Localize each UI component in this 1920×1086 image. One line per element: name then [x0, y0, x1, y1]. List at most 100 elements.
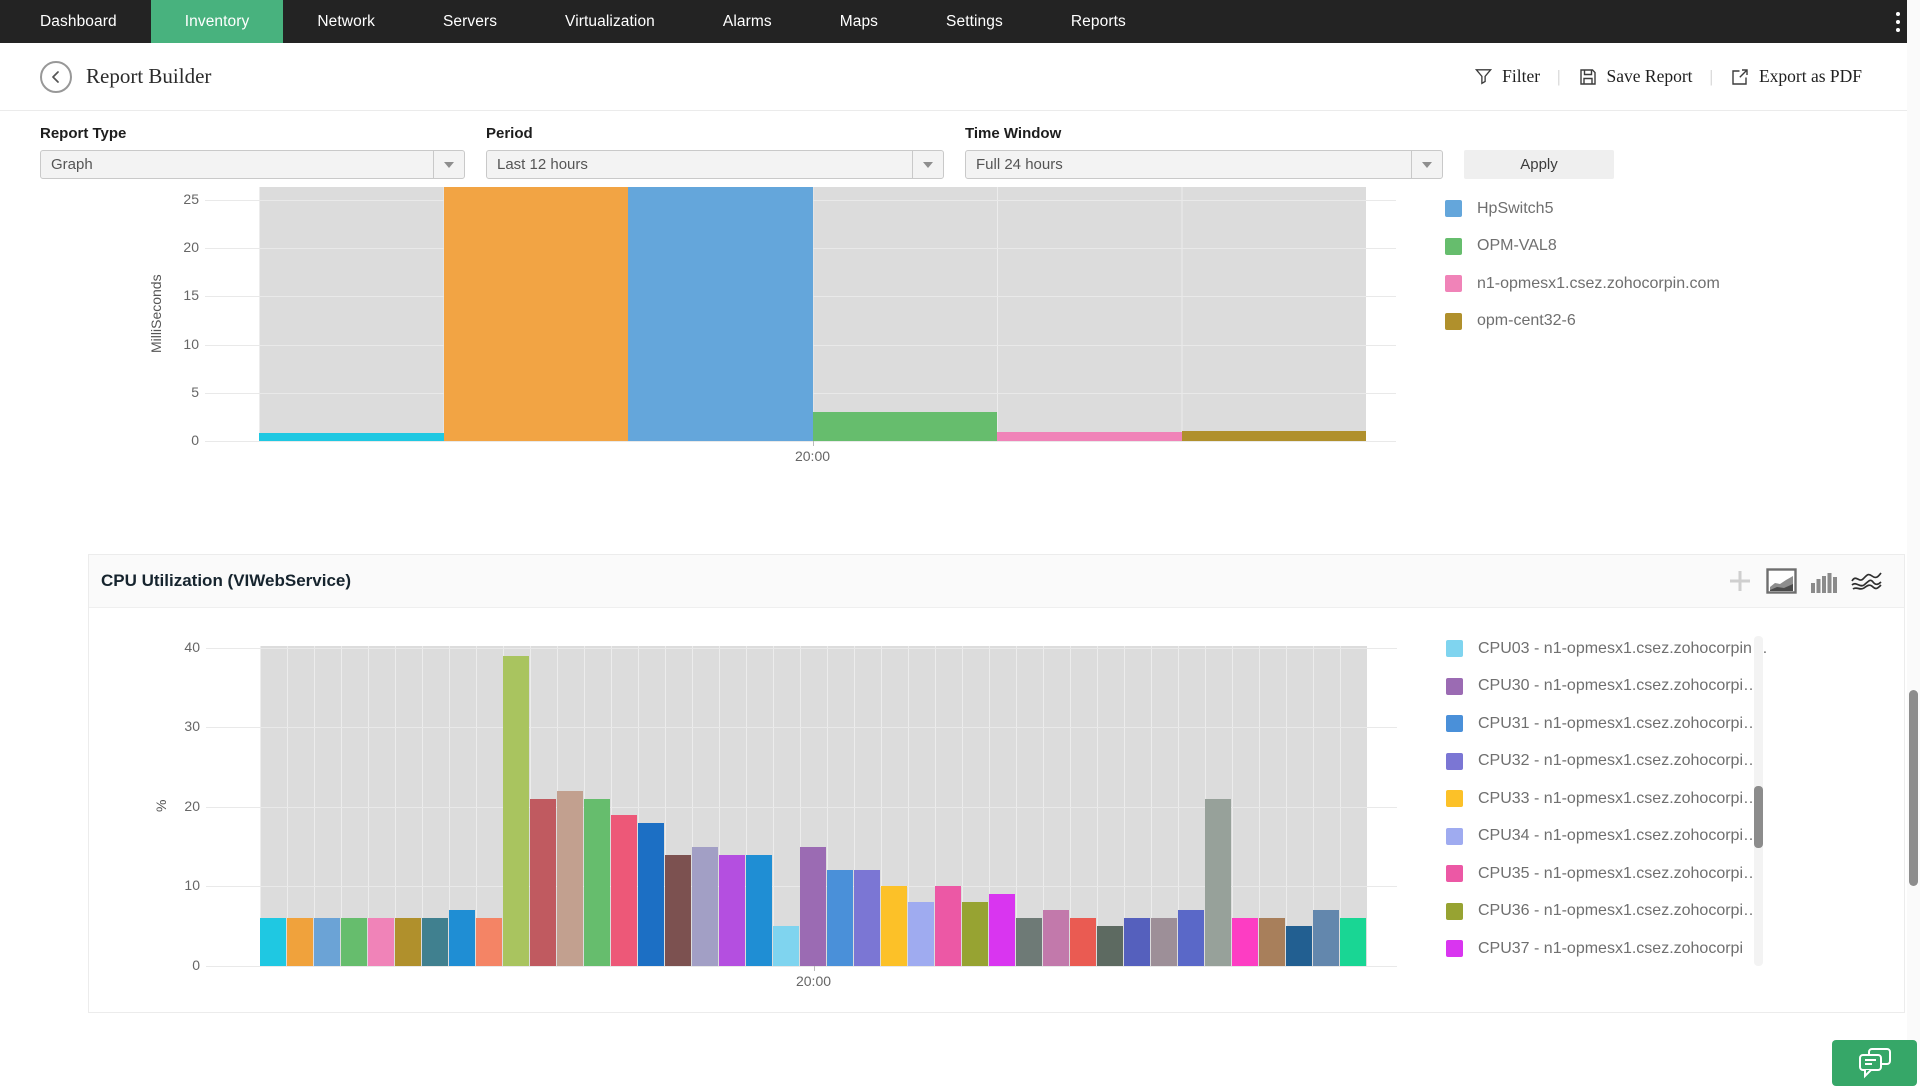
stream-chart-icon[interactable]	[1851, 570, 1882, 592]
bar[interactable]	[1178, 910, 1204, 966]
legend-scrollbar-thumb[interactable]	[1754, 786, 1763, 848]
bar-OPM-VAL8[interactable]	[812, 412, 997, 441]
back-arrow-icon	[52, 70, 59, 83]
bar[interactable]	[259, 433, 444, 441]
time-window-dropdown[interactable]: Full 24 hours	[965, 150, 1443, 179]
legend-item[interactable]: CPU36 - n1-opmesx1.csez.zohocorpi…	[1446, 893, 1768, 931]
bar-CPU03[interactable]	[773, 926, 799, 966]
bar[interactable]	[746, 855, 772, 966]
bar-CPU33[interactable]	[881, 886, 907, 966]
bar[interactable]	[1232, 918, 1258, 966]
nav-tab-settings[interactable]: Settings	[946, 12, 1003, 30]
nav-tab-reports[interactable]: Reports	[1070, 12, 1126, 30]
gridline	[205, 441, 1396, 442]
legend-item[interactable]: CPU35 - n1-opmesx1.csez.zohocorpi…	[1446, 855, 1768, 893]
kebab-menu-icon[interactable]	[1892, 8, 1904, 36]
legend-item[interactable]: opm-cent32-6	[1445, 303, 1720, 341]
nav-tab-inventory[interactable]: Inventory	[150, 0, 284, 43]
legend-item[interactable]: CPU37 - n1-opmesx1.csez.zohocorpi	[1446, 930, 1768, 966]
bar[interactable]	[395, 918, 421, 966]
report-type-dropdown[interactable]: Graph	[40, 150, 465, 179]
separator: |	[1557, 66, 1561, 86]
bar[interactable]	[314, 918, 340, 966]
y-tick-label: 0	[191, 432, 199, 448]
y-axis-label: %	[153, 799, 169, 813]
bar[interactable]	[260, 918, 286, 966]
y-tick-label: 20	[184, 798, 200, 814]
bar-CPU36[interactable]	[962, 902, 988, 966]
bar[interactable]	[1043, 910, 1069, 966]
legend-label: CPU35 - n1-opmesx1.csez.zohocorpi…	[1478, 864, 1760, 882]
bar[interactable]	[665, 855, 691, 966]
bar-CPU30[interactable]	[800, 847, 826, 966]
bar[interactable]	[503, 656, 529, 966]
legend-item[interactable]: HpSwitch5	[1445, 190, 1720, 228]
bar-CPU31[interactable]	[827, 870, 853, 966]
bar[interactable]	[611, 815, 637, 966]
export-as-pdf-button[interactable]: Export as PDF	[1730, 66, 1862, 87]
area-chart-icon[interactable]	[1766, 568, 1797, 594]
chevron-down-icon	[912, 151, 943, 178]
bar[interactable]	[1016, 918, 1042, 966]
add-icon[interactable]	[1727, 568, 1753, 594]
legend-swatch	[1446, 865, 1463, 883]
nav-tab-virtualization[interactable]: Virtualization	[565, 12, 655, 30]
bar-CPU37[interactable]	[989, 894, 1015, 966]
bar[interactable]	[287, 918, 313, 966]
bar[interactable]	[1205, 799, 1231, 966]
bar[interactable]	[443, 187, 628, 441]
legend-swatch	[1445, 200, 1462, 218]
bar[interactable]	[476, 918, 502, 966]
legend-item[interactable]: CPU34 - n1-opmesx1.csez.zohocorpi…	[1446, 818, 1768, 856]
bar-n1-opmesx1.csez.zohocorpin.com[interactable]	[997, 432, 1182, 441]
bar[interactable]	[692, 847, 718, 966]
bar[interactable]	[530, 799, 556, 966]
bar[interactable]	[422, 918, 448, 966]
bar-CPU34[interactable]	[908, 902, 934, 966]
nav-tab-maps[interactable]: Maps	[839, 12, 879, 30]
bar-CPU35[interactable]	[935, 886, 961, 966]
period-dropdown[interactable]: Last 12 hours	[486, 150, 944, 179]
nav-tab-servers[interactable]: Servers	[442, 12, 498, 30]
apply-button[interactable]: Apply	[1464, 150, 1614, 179]
legend-item[interactable]: CPU33 - n1-opmesx1.csez.zohocorpi…	[1446, 780, 1768, 818]
bar-chart-icon[interactable]	[1810, 568, 1838, 594]
bar[interactable]	[1340, 918, 1366, 966]
bar[interactable]	[341, 918, 367, 966]
bar[interactable]	[557, 791, 583, 966]
bar[interactable]	[1070, 918, 1096, 966]
time-window-value: Full 24 hours	[976, 156, 1063, 173]
legend-item[interactable]: CPU30 - n1-opmesx1.csez.zohocorpi…	[1446, 668, 1768, 706]
back-button[interactable]	[40, 60, 72, 93]
bar[interactable]	[719, 855, 745, 966]
page-scrollbar[interactable]	[1907, 0, 1920, 1080]
bar-opm-cent32-6[interactable]	[1181, 431, 1366, 441]
bar[interactable]	[1259, 918, 1285, 966]
nav-tab-network[interactable]: Network	[317, 12, 375, 30]
bar[interactable]	[1151, 918, 1177, 966]
legend-item[interactable]: OPM-VAL8	[1445, 228, 1720, 266]
bar-HpSwitch5[interactable]	[628, 187, 813, 441]
bar[interactable]	[1097, 926, 1123, 966]
cpu-utilization-card: CPU Utilization (VIWebService) 0 10 20 30 40…	[88, 554, 1905, 1013]
chat-button[interactable]	[1832, 1040, 1917, 1086]
bar[interactable]	[1124, 918, 1150, 966]
bar[interactable]	[1313, 910, 1339, 966]
nav-tab-dashboard[interactable]: Dashboard	[40, 12, 117, 30]
legend-item[interactable]: CPU32 - n1-opmesx1.csez.zohocorpi…	[1446, 743, 1768, 781]
bar[interactable]	[584, 799, 610, 966]
bar[interactable]	[1286, 926, 1312, 966]
bar[interactable]	[638, 823, 664, 966]
export-icon	[1730, 67, 1750, 87]
legend-item[interactable]: n1-opmesx1.csez.zohocorpin.com	[1445, 265, 1720, 303]
legend-item[interactable]: CPU31 - n1-opmesx1.csez.zohocorpi…	[1446, 705, 1768, 743]
bar-CPU32[interactable]	[854, 870, 880, 966]
save-report-button[interactable]: Save Report	[1578, 66, 1693, 87]
report-type-label: Report Type	[40, 125, 127, 142]
bar[interactable]	[368, 918, 394, 966]
bar[interactable]	[449, 910, 475, 966]
legend-item[interactable]: CPU03 - n1-opmesx1.csez.zohocorpin…	[1446, 636, 1768, 668]
page-scrollbar-thumb[interactable]	[1909, 690, 1918, 886]
filter-button[interactable]: Filter	[1474, 66, 1540, 87]
nav-tab-alarms[interactable]: Alarms	[722, 12, 772, 30]
